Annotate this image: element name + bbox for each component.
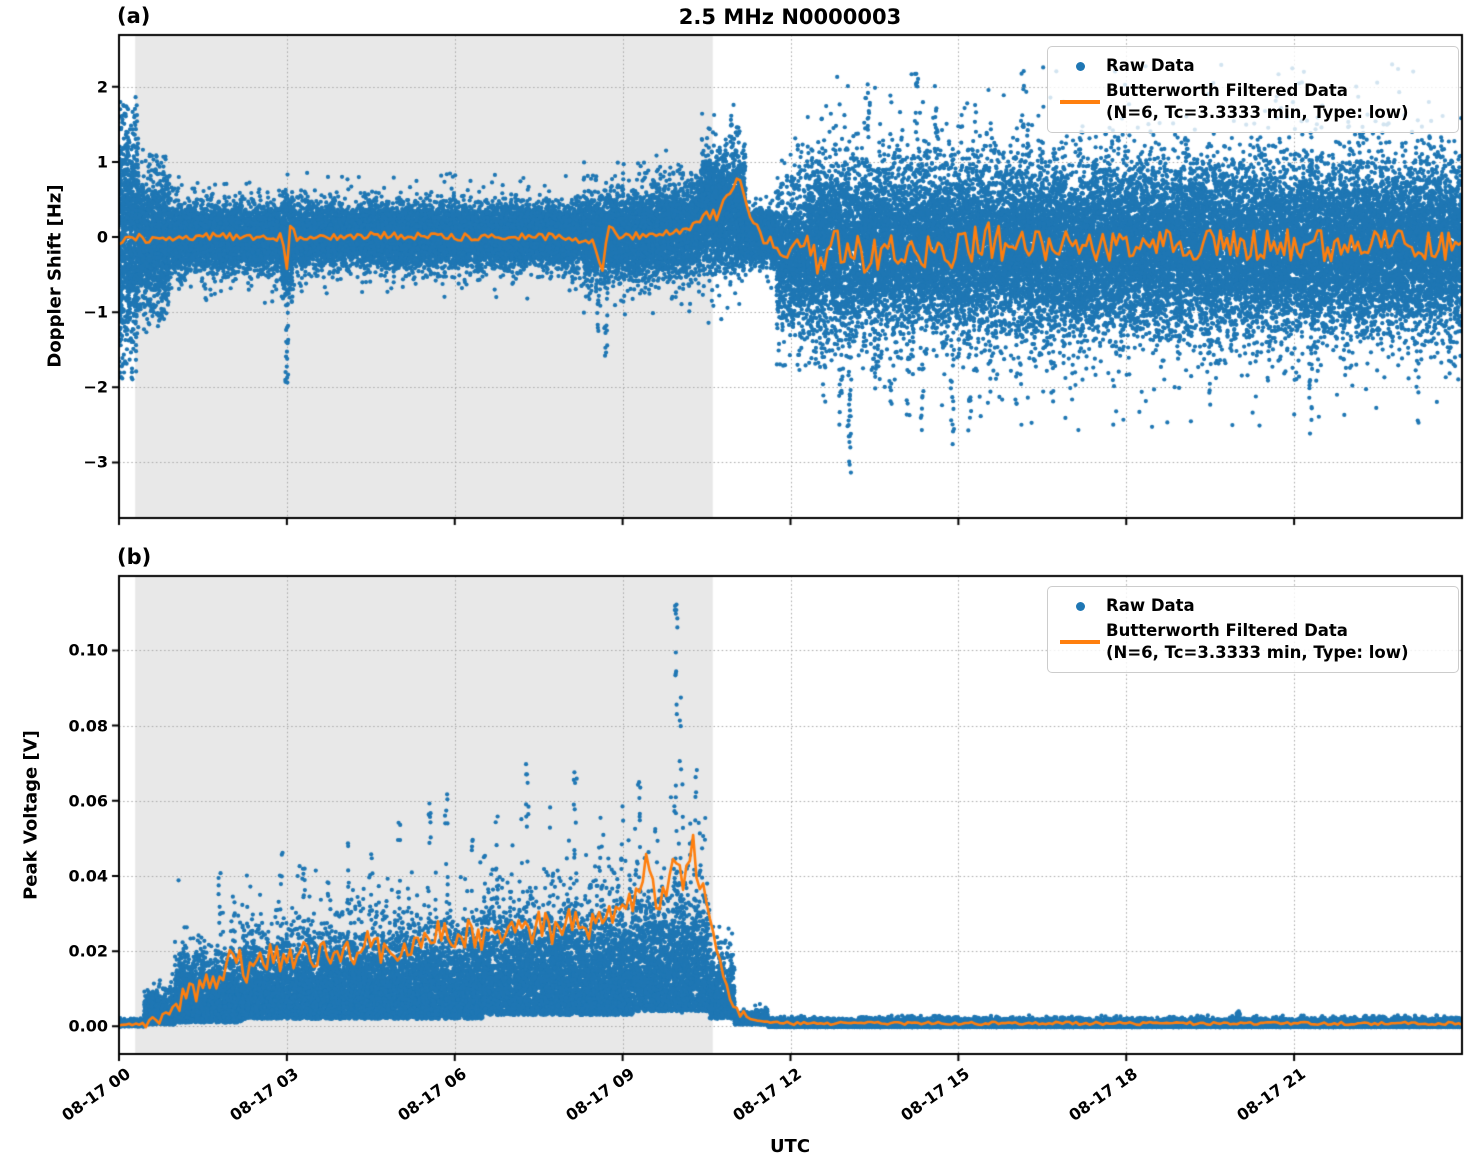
legend-raw-label: Raw Data bbox=[1106, 56, 1195, 75]
legend-raw-label: Raw Data bbox=[1106, 596, 1195, 615]
legend-panel-a: Raw Data Butterworth Filtered Data (N=6, … bbox=[1047, 46, 1459, 133]
legend-filtered-label: Butterworth Filtered Data (N=6, Tc=3.3333… bbox=[1106, 621, 1409, 662]
panel-b-label: (b) bbox=[117, 545, 152, 569]
y-tick-label: 0.04 bbox=[68, 866, 108, 886]
y-tick-label: 0.10 bbox=[68, 640, 108, 660]
chart-title: 2.5 MHz N0000003 bbox=[678, 5, 902, 29]
y-tick-label: 0 bbox=[96, 227, 108, 247]
raw-data-marker-icon bbox=[1054, 595, 1106, 617]
y-tick-label: 0.02 bbox=[68, 941, 108, 961]
panel-a-label: (a) bbox=[117, 4, 151, 28]
y-tick-label: 1 bbox=[96, 152, 108, 172]
y-axis-label-doppler: Doppler Shift [Hz] bbox=[44, 184, 66, 368]
y-tick-label: 0.08 bbox=[68, 716, 108, 736]
y-tick-label: −3 bbox=[83, 452, 108, 472]
y-tick-label: 0.00 bbox=[68, 1016, 108, 1036]
y-tick-label: −1 bbox=[83, 302, 108, 322]
raw-data-marker-icon bbox=[1054, 55, 1106, 77]
y-axis-label-voltage: Peak Voltage [V] bbox=[20, 730, 42, 900]
legend-panel-b: Raw Data Butterworth Filtered Data (N=6, … bbox=[1047, 586, 1459, 673]
y-tick-label: −2 bbox=[83, 377, 108, 397]
filtered-line-marker-icon bbox=[1054, 620, 1106, 664]
x-axis-label-utc: UTC bbox=[769, 1136, 811, 1157]
filtered-line-marker-icon bbox=[1054, 80, 1106, 124]
y-tick-label: 0.06 bbox=[68, 791, 108, 811]
legend-filtered-label: Butterworth Filtered Data (N=6, Tc=3.3333… bbox=[1106, 81, 1409, 122]
y-tick-label: 2 bbox=[96, 77, 108, 97]
